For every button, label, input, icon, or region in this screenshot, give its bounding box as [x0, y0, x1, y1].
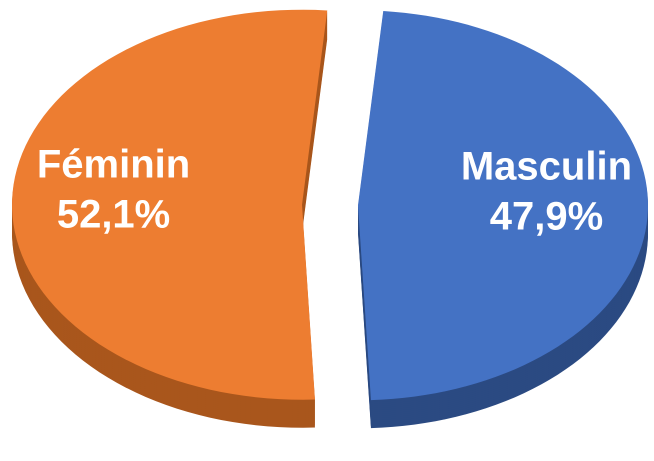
slice-value-label: 52,1% — [57, 192, 170, 236]
slice-value-label: 47,9% — [490, 195, 603, 239]
pie-slice — [12, 9, 328, 400]
pie-slice — [357, 11, 648, 401]
slice-category-label: Féminin — [37, 142, 190, 186]
slice-category-label: Masculin — [461, 145, 632, 189]
